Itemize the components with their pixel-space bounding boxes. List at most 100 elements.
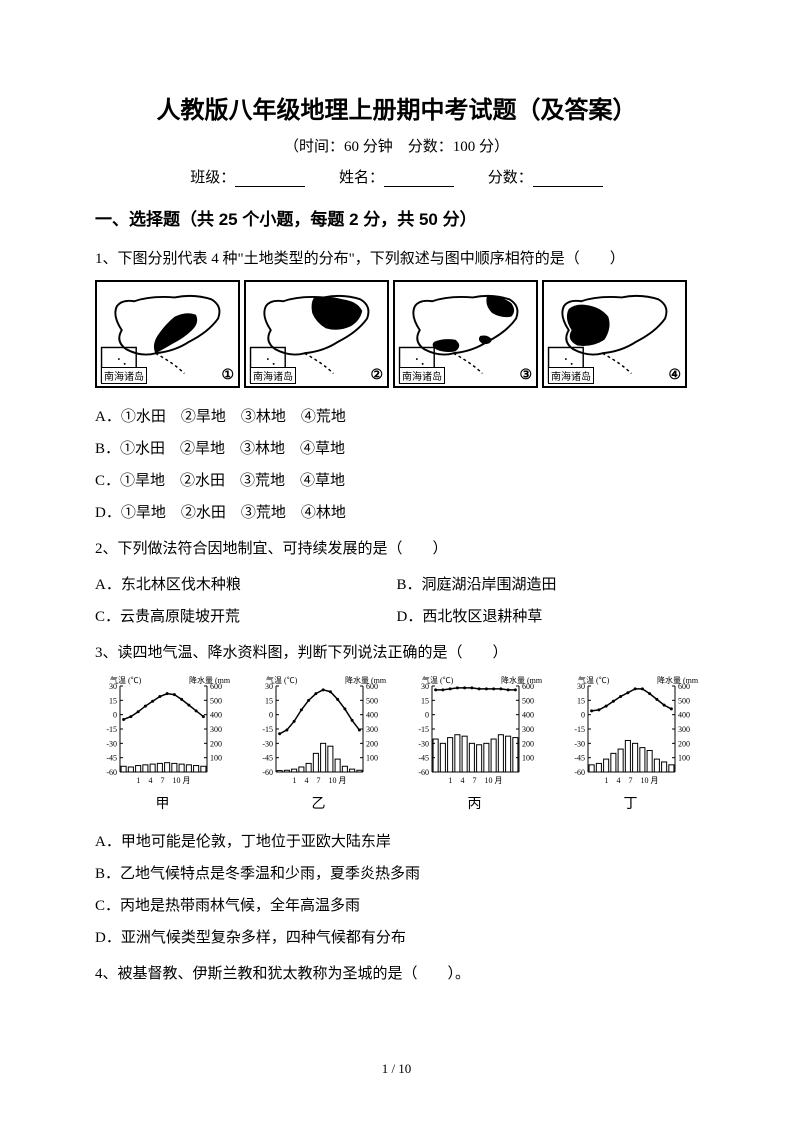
section-title: 一、选择题（共 25 个小题，每题 2 分，共 50 分） bbox=[95, 205, 698, 230]
q1-choices: A．①水田 ②旱地 ③林地 ④荒地 B．①水田 ②旱地 ③林地 ④草地 C．①旱… bbox=[95, 402, 698, 528]
climate-ding: 30150-15-30-45-60600500400300200100气温 (℃… bbox=[563, 674, 698, 813]
svg-text:300: 300 bbox=[210, 725, 222, 734]
svg-text:0: 0 bbox=[425, 711, 429, 720]
svg-text:200: 200 bbox=[522, 739, 534, 748]
q3-stem: 3、读四地气温、降水资料图，判断下列说法正确的是（ ） bbox=[95, 638, 698, 668]
svg-text:-15: -15 bbox=[262, 725, 273, 734]
map-4: 南海诸岛 ④ bbox=[542, 280, 687, 388]
class-blank bbox=[235, 169, 305, 187]
svg-text:-60: -60 bbox=[262, 768, 273, 777]
map-2-num: ② bbox=[370, 367, 383, 384]
svg-text:-30: -30 bbox=[418, 739, 429, 748]
svg-text:-60: -60 bbox=[574, 768, 585, 777]
svg-text:1 4 7 10 月: 1 4 7 10 月 bbox=[293, 776, 347, 785]
svg-text:400: 400 bbox=[678, 711, 690, 720]
svg-text:-15: -15 bbox=[418, 725, 429, 734]
svg-text:-15: -15 bbox=[574, 725, 585, 734]
q3-choices: A．甲地可能是伦敦，丁地位于亚欧大陆东岸 B．乙地气候特点是冬季温和少雨，夏季炎… bbox=[95, 827, 698, 953]
q2-choice-a: A．东北林区伐木种粮 bbox=[95, 570, 397, 600]
q2-choice-d: D．西北牧区退耕种草 bbox=[397, 602, 699, 632]
svg-text:0: 0 bbox=[581, 711, 585, 720]
svg-text:0: 0 bbox=[269, 711, 273, 720]
climate-jia-label: 甲 bbox=[95, 793, 230, 813]
svg-text:300: 300 bbox=[366, 725, 378, 734]
svg-text:气温 (℃): 气温 (℃) bbox=[110, 675, 142, 685]
score-label: 分数： bbox=[488, 170, 533, 186]
class-label: 班级： bbox=[190, 170, 235, 186]
q2-choices: A．东北林区伐木种粮 B．洞庭湖沿岸围湖造田 C．云贵高原陡坡开荒 D．西北牧区… bbox=[95, 570, 698, 632]
q1-choice-b: B．①水田 ②旱地 ③林地 ④草地 bbox=[95, 434, 698, 464]
subtitle: （时间：60 分钟 分数：100 分） bbox=[95, 135, 698, 156]
svg-text:200: 200 bbox=[210, 739, 222, 748]
svg-text:1 4 7 10 月: 1 4 7 10 月 bbox=[137, 776, 191, 785]
q3-choice-d: D．亚洲气候类型复杂多样，四种气候都有分布 bbox=[95, 923, 698, 953]
map-1: 南海诸岛 ① bbox=[95, 280, 240, 388]
svg-text:500: 500 bbox=[366, 696, 378, 705]
map-4-label: 南海诸岛 bbox=[548, 367, 594, 384]
svg-text:-60: -60 bbox=[418, 768, 429, 777]
page-number: 1 / 10 bbox=[0, 1061, 793, 1077]
q1-choice-a: A．①水田 ②旱地 ③林地 ④荒地 bbox=[95, 402, 698, 432]
q3-choice-b: B．乙地气候特点是冬季温和少雨，夏季炎热多雨 bbox=[95, 859, 698, 889]
svg-text:-45: -45 bbox=[418, 754, 429, 763]
climate-jia: 30150-15-30-45-60600500400300200100气温 (℃… bbox=[95, 674, 230, 813]
svg-text:-45: -45 bbox=[574, 754, 585, 763]
svg-text:100: 100 bbox=[522, 754, 534, 763]
climate-row: 30150-15-30-45-60600500400300200100气温 (℃… bbox=[95, 674, 698, 813]
svg-text:500: 500 bbox=[210, 696, 222, 705]
svg-text:100: 100 bbox=[678, 754, 690, 763]
q1-choice-d: D．①旱地 ②水田 ③荒地 ④林地 bbox=[95, 498, 698, 528]
map-2-label: 南海诸岛 bbox=[250, 367, 296, 384]
q1-stem: 1、下图分别代表 4 种"土地类型的分布"，下列叙述与图中顺序相符的是（ ） bbox=[95, 244, 698, 274]
svg-text:-30: -30 bbox=[574, 739, 585, 748]
climate-yi: 30150-15-30-45-60600500400300200100气温 (℃… bbox=[251, 674, 386, 813]
svg-text:1 4 7 10 月: 1 4 7 10 月 bbox=[449, 776, 503, 785]
q2-choice-b: B．洞庭湖沿岸围湖造田 bbox=[397, 570, 699, 600]
svg-text:400: 400 bbox=[522, 711, 534, 720]
score-blank bbox=[533, 169, 603, 187]
svg-text:气温 (℃): 气温 (℃) bbox=[578, 675, 610, 685]
name-blank bbox=[384, 169, 454, 187]
svg-text:100: 100 bbox=[366, 754, 378, 763]
map-4-num: ④ bbox=[668, 367, 681, 384]
svg-text:降水量 (mm): 降水量 (mm) bbox=[345, 675, 386, 685]
svg-text:1 4 7 10 月: 1 4 7 10 月 bbox=[605, 776, 659, 785]
svg-text:500: 500 bbox=[678, 696, 690, 705]
q2-stem: 2、下列做法符合因地制宜、可持续发展的是（ ） bbox=[95, 534, 698, 564]
svg-text:200: 200 bbox=[678, 739, 690, 748]
svg-text:-45: -45 bbox=[106, 754, 117, 763]
svg-text:400: 400 bbox=[366, 711, 378, 720]
info-line: 班级： 姓名： 分数： bbox=[95, 166, 698, 187]
q1-choice-c: C．①旱地 ②水田 ③荒地 ④草地 bbox=[95, 466, 698, 496]
svg-text:300: 300 bbox=[678, 725, 690, 734]
q2-choice-c: C．云贵高原陡坡开荒 bbox=[95, 602, 397, 632]
map-1-label: 南海诸岛 bbox=[101, 367, 147, 384]
svg-text:-45: -45 bbox=[262, 754, 273, 763]
svg-text:-15: -15 bbox=[106, 725, 117, 734]
map-3: 南海诸岛 ③ bbox=[393, 280, 538, 388]
climate-yi-label: 乙 bbox=[251, 793, 386, 813]
svg-text:200: 200 bbox=[366, 739, 378, 748]
svg-text:400: 400 bbox=[210, 711, 222, 720]
map-3-label: 南海诸岛 bbox=[399, 367, 445, 384]
climate-ding-label: 丁 bbox=[563, 793, 698, 813]
svg-text:15: 15 bbox=[421, 696, 429, 705]
svg-text:500: 500 bbox=[522, 696, 534, 705]
svg-text:300: 300 bbox=[522, 725, 534, 734]
climate-bing-label: 丙 bbox=[407, 793, 542, 813]
svg-text:15: 15 bbox=[265, 696, 273, 705]
q3-choice-c: C．丙地是热带雨林气候，全年高温多雨 bbox=[95, 891, 698, 921]
svg-text:-60: -60 bbox=[106, 768, 117, 777]
maps-row: 南海诸岛 ① 南海诸岛 ② 南海诸岛 ③ bbox=[95, 280, 698, 388]
climate-bing: 30150-15-30-45-60600500400300200100气温 (℃… bbox=[407, 674, 542, 813]
page-title: 人教版八年级地理上册期中考试题（及答案） bbox=[95, 90, 698, 125]
svg-text:气温 (℃): 气温 (℃) bbox=[422, 675, 454, 685]
q3-choice-a: A．甲地可能是伦敦，丁地位于亚欧大陆东岸 bbox=[95, 827, 698, 857]
svg-text:15: 15 bbox=[577, 696, 585, 705]
map-2: 南海诸岛 ② bbox=[244, 280, 389, 388]
svg-text:15: 15 bbox=[109, 696, 117, 705]
svg-text:降水量 (mm): 降水量 (mm) bbox=[501, 675, 542, 685]
name-label: 姓名： bbox=[339, 170, 384, 186]
svg-text:-30: -30 bbox=[262, 739, 273, 748]
svg-text:100: 100 bbox=[210, 754, 222, 763]
